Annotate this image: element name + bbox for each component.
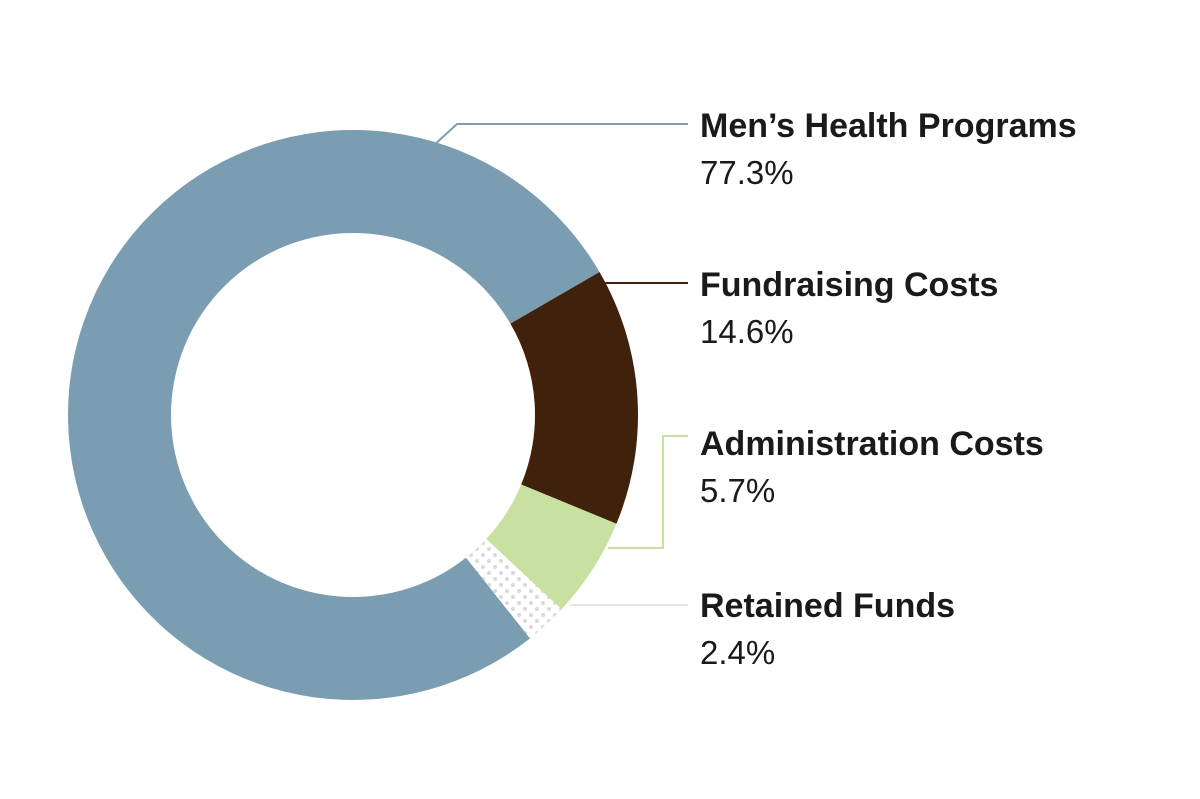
slice-administration-costs bbox=[486, 484, 617, 610]
slice-retained-funds bbox=[466, 539, 562, 639]
legend-value-mens-health-programs: 77.3% bbox=[700, 154, 794, 191]
legend-label-fundraising-costs: Fundraising Costs bbox=[700, 266, 998, 304]
legend: Men’s Health Programs 77.3% Fundraising … bbox=[700, 107, 1077, 671]
legend-value-administration-costs: 5.7% bbox=[700, 472, 775, 509]
legend-value-fundraising-costs: 14.6% bbox=[700, 313, 794, 350]
legend-value-retained-funds: 2.4% bbox=[700, 634, 775, 671]
legend-label-mens-health-programs: Men’s Health Programs bbox=[700, 107, 1077, 145]
leader-lines bbox=[431, 123, 688, 606]
leader-line-men-s-health-programs bbox=[431, 123, 688, 148]
slice-fundraising-costs bbox=[510, 271, 638, 524]
donut-slices bbox=[67, 129, 638, 700]
leader-line-administration-costs bbox=[608, 435, 688, 549]
legend-label-administration-costs: Administration Costs bbox=[700, 425, 1044, 463]
legend-label-retained-funds: Retained Funds bbox=[700, 587, 955, 625]
slice-men-s-health-programs bbox=[67, 129, 600, 700]
